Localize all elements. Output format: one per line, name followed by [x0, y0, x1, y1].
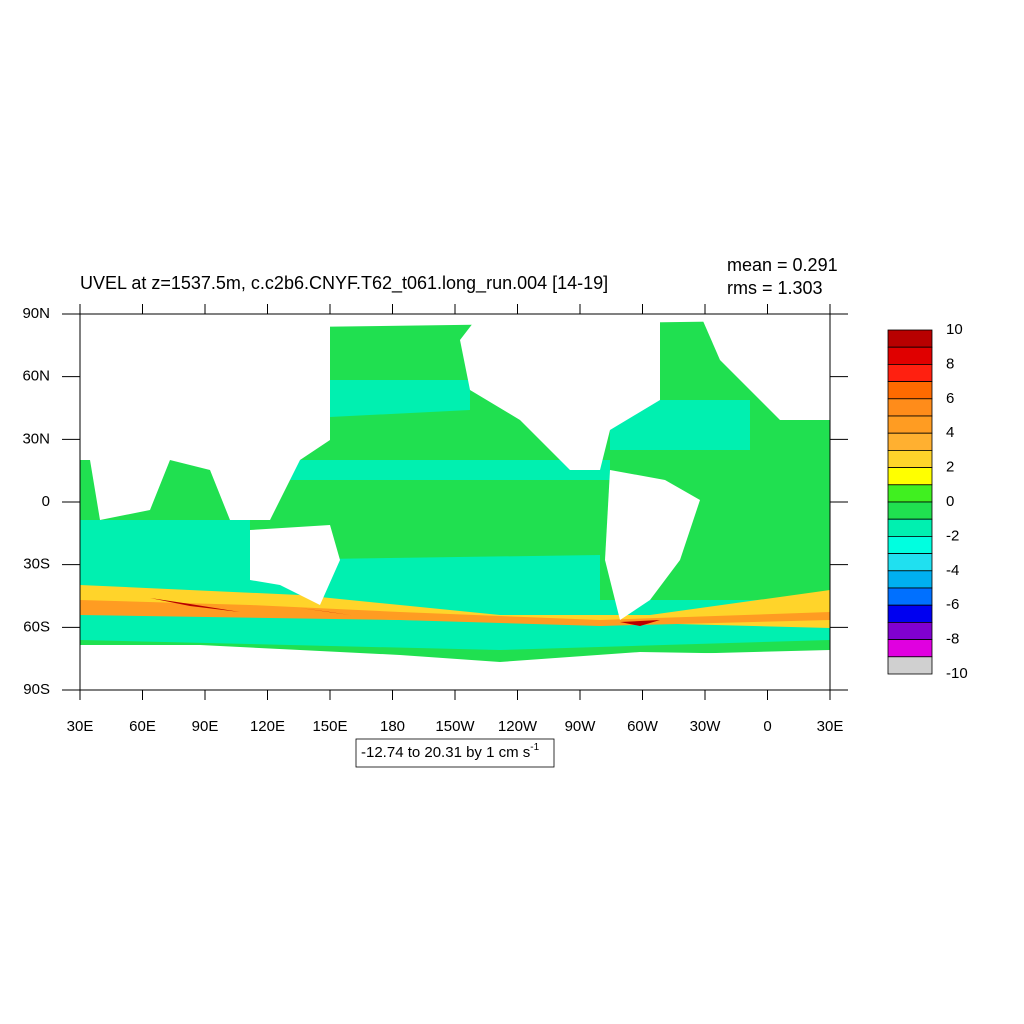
y-tick-label: 60N	[22, 368, 50, 385]
mean-label: mean = 0.291	[727, 255, 838, 275]
colorbar-label: -6	[946, 596, 959, 613]
range-label: -12.74 to 20.31 by 1 cm s-1	[361, 742, 540, 761]
range-box	[355, 738, 555, 768]
x-tick-label: 120W	[498, 718, 538, 735]
map-field	[80, 314, 830, 690]
y-tick-label: 30S	[23, 556, 50, 573]
x-tick-label: 90W	[565, 718, 597, 735]
x-tick-label: 120E	[250, 718, 285, 735]
colorbar-box	[887, 381, 933, 400]
colorbar-box	[887, 329, 933, 348]
colorbar-box	[887, 415, 933, 434]
colorbar-label: -2	[946, 527, 959, 544]
colorbar-label: -4	[946, 562, 959, 579]
y-tick-label: 90N	[22, 305, 50, 322]
colorbar-box	[887, 346, 933, 365]
x-tick-label: 180	[380, 718, 405, 735]
colorbar-box	[887, 587, 933, 606]
colorbar-label: 4	[946, 424, 954, 441]
colorbar-box	[887, 553, 933, 572]
colorbar-box	[887, 467, 933, 486]
x-tick-label: 150E	[312, 718, 347, 735]
x-tick-label: 30W	[690, 718, 722, 735]
x-tick-label: 30E	[817, 718, 844, 735]
colorbar-box	[887, 570, 933, 589]
x-tick-label: 30E	[67, 718, 94, 735]
y-tick-label: 0	[42, 493, 50, 510]
colorbar-box	[887, 656, 933, 675]
colorbar-box	[887, 518, 933, 537]
range-text: -12.74 to 20.31 by 1 cm s	[361, 744, 530, 761]
colorbar-label: -10	[946, 665, 968, 682]
colorbar-label: 10	[946, 321, 963, 338]
rms-label: rms = 1.303	[727, 278, 823, 298]
x-tick-label: 90E	[192, 718, 219, 735]
colorbar-box	[887, 484, 933, 503]
colorbar-label: 8	[946, 355, 954, 372]
colorbar-box	[887, 604, 933, 623]
x-tick-label: 60W	[627, 718, 659, 735]
y-tick-label: 90S	[23, 681, 50, 698]
y-tick-label: 60S	[23, 618, 50, 635]
colorbar-box	[887, 536, 933, 555]
x-tick-label: 0	[763, 718, 771, 735]
y-tick-label: 30N	[22, 430, 50, 447]
x-tick-label: 60E	[129, 718, 156, 735]
colorbar-box	[887, 622, 933, 641]
colorbar-box	[887, 639, 933, 658]
colorbar-box	[887, 363, 933, 382]
colorbar-box	[887, 501, 933, 520]
colorbar-label: -8	[946, 631, 959, 648]
colorbar-box	[887, 449, 933, 468]
colorbar-box	[887, 432, 933, 451]
title: UVEL at z=1537.5m, c.c2b6.CNYF.T62_t061.…	[80, 273, 608, 294]
colorbar-label: 0	[946, 493, 954, 510]
colorbar-label: 2	[946, 459, 954, 476]
colorbar-label: 6	[946, 390, 954, 407]
range-sup: -1	[530, 742, 539, 753]
colorbar-box	[887, 398, 933, 417]
x-tick-label: 150W	[435, 718, 475, 735]
